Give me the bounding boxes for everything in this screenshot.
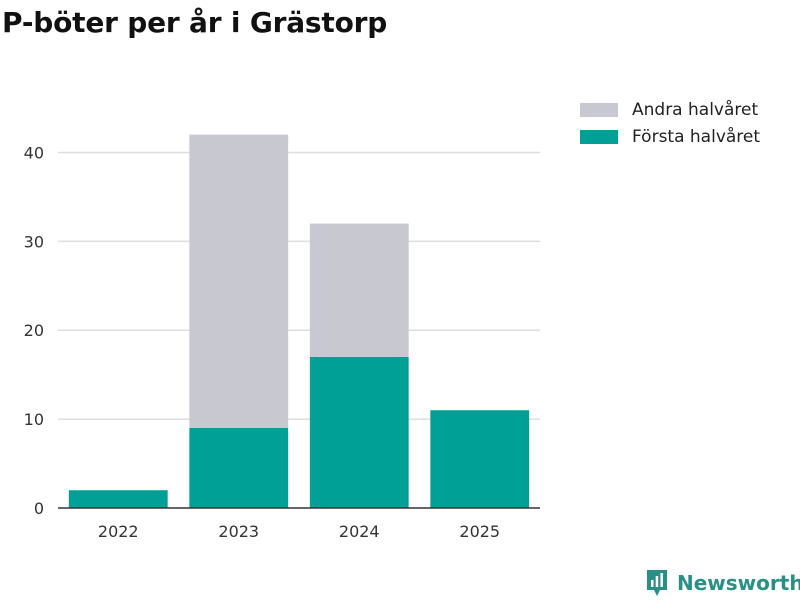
legend-label-forsta: Första halvåret — [632, 126, 761, 147]
y-tick-label-20: 20 — [24, 321, 44, 340]
bar-2022-forsta — [68, 490, 168, 508]
bar-2025-forsta — [430, 410, 530, 508]
legend-swatch-andra — [580, 102, 618, 117]
x-tick-label-2024: 2024 — [339, 522, 380, 541]
bar-2023-forsta — [189, 428, 289, 508]
y-tick-label-30: 30 — [24, 232, 44, 251]
bar-2024-forsta — [309, 356, 409, 508]
legend-swatch-forsta — [580, 129, 618, 144]
y-tick-label-10: 10 — [24, 410, 44, 429]
bar-2023-andra — [189, 134, 289, 428]
legend-item-andra[interactable]: Andra halvåret — [580, 96, 760, 123]
x-tick-label-2025: 2025 — [459, 522, 500, 541]
legend: Andra halvåret Första halvåret — [580, 96, 760, 150]
x-tick-label-2022: 2022 — [98, 522, 139, 541]
brand-name: Newsworthy — [677, 571, 800, 595]
brand-logo[interactable]: Newsworthy — [645, 568, 800, 598]
legend-label-andra: Andra halvåret — [632, 99, 759, 120]
newsworthy-logo-icon — [647, 570, 667, 596]
chart-title: P-böter per år i Grästorp — [2, 6, 388, 39]
y-tick-label-40: 40 — [24, 143, 44, 162]
bar-2024-andra — [309, 223, 409, 357]
x-tick-label-2023: 2023 — [218, 522, 259, 541]
legend-item-forsta[interactable]: Första halvåret — [580, 123, 760, 150]
y-tick-label-0: 0 — [34, 499, 44, 518]
